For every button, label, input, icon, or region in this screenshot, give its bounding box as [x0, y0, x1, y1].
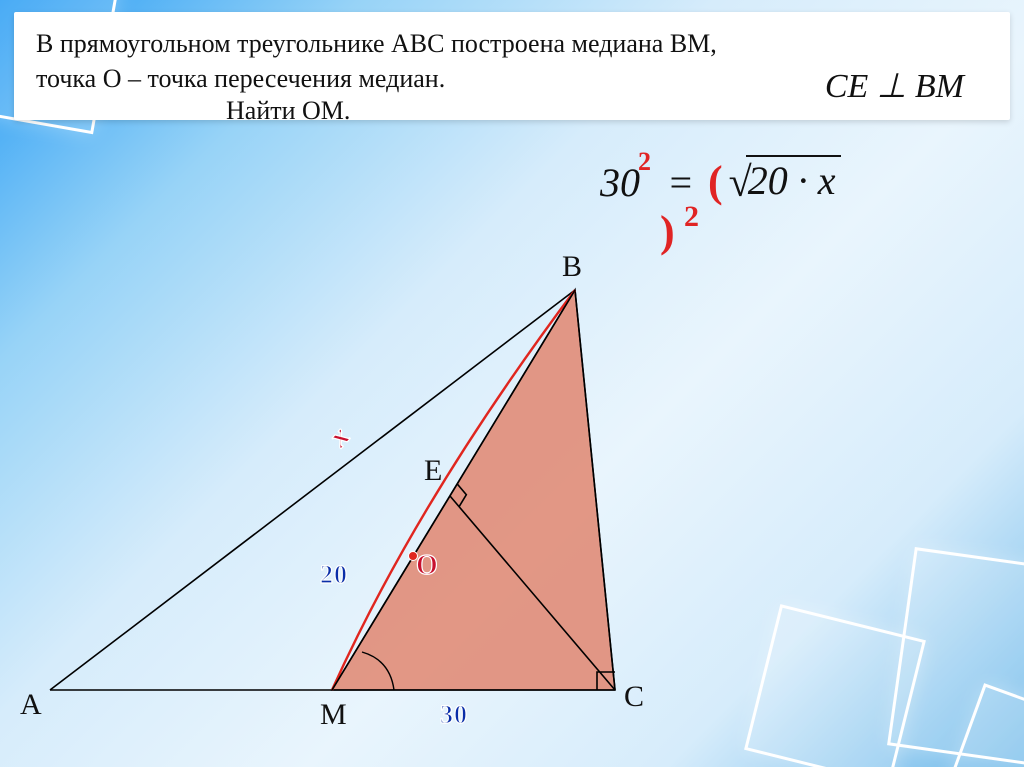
label-O: O	[416, 550, 438, 582]
label-E: E	[424, 454, 442, 488]
label-20: 20	[320, 560, 348, 590]
eq-open-paren: (	[708, 157, 723, 206]
diagram-svg	[20, 250, 760, 750]
eq-lhs: 30	[600, 160, 640, 205]
problem-line-1: В прямоугольном треугольнике АВС построе…	[36, 26, 988, 61]
label-M: M	[320, 698, 347, 732]
label-A: A	[20, 688, 42, 722]
eq-lhs-exp: 2	[638, 147, 651, 176]
perpendicular-statement: CE ⊥ BM	[825, 66, 964, 106]
main-equation: 302 = (√20 · x	[600, 156, 841, 207]
geometry-diagram: A B C M E O x 20 30	[20, 250, 760, 750]
label-B: B	[562, 250, 582, 284]
eq-equals: =	[663, 160, 698, 205]
label-30: 30	[440, 700, 468, 730]
eq-radicand: 20 · x	[746, 155, 842, 204]
label-C: C	[624, 680, 644, 714]
eq-close-exp: 2	[684, 200, 699, 234]
eq-sqrt: √20 · x	[723, 157, 842, 207]
